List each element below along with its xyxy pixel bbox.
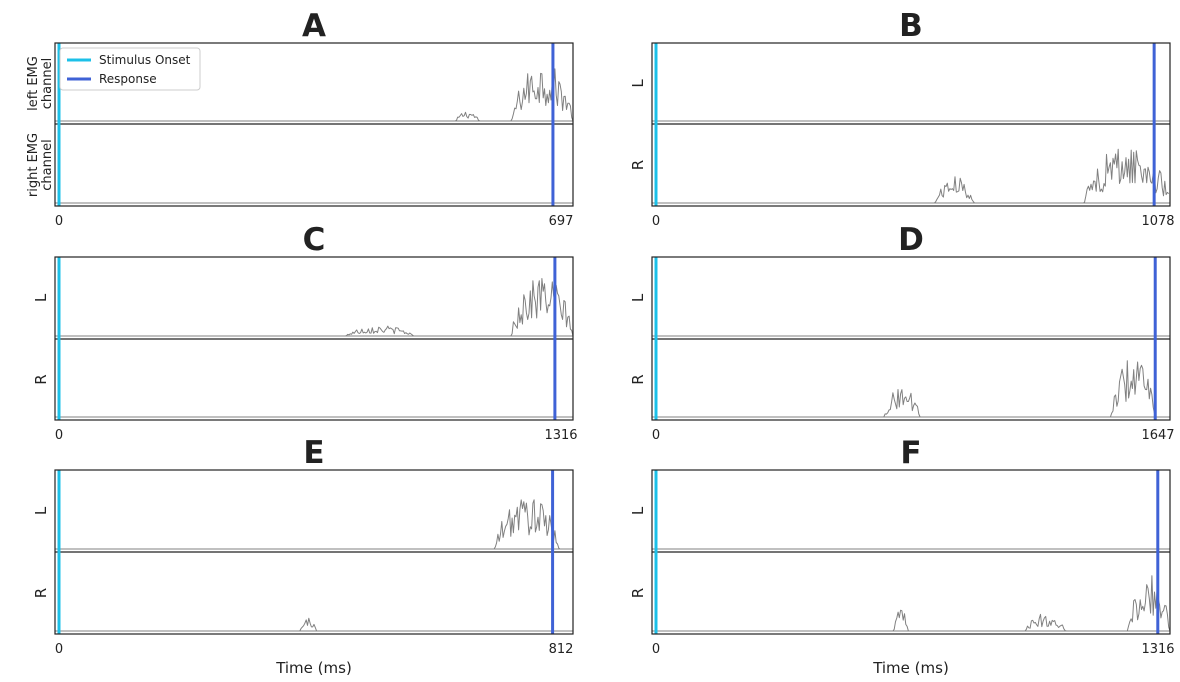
channel-label-line: R bbox=[629, 588, 647, 598]
panel-letter: B bbox=[899, 8, 923, 44]
panel-e: E L R 0 812 bbox=[32, 435, 574, 657]
emg-trace bbox=[55, 499, 573, 550]
x-tick-label: 0 bbox=[652, 642, 660, 657]
channel-label: R bbox=[32, 374, 50, 384]
channel-label: R bbox=[629, 588, 647, 598]
channel-label-line: R bbox=[629, 160, 647, 170]
panel-letter: C bbox=[303, 222, 326, 258]
channel-label: L bbox=[629, 293, 647, 302]
panel-letter: A bbox=[302, 8, 326, 44]
channel-label: L bbox=[629, 506, 647, 515]
x-tick-label: 1316 bbox=[544, 428, 577, 443]
x-tick-label: 1078 bbox=[1141, 214, 1174, 229]
channel-label-line: channel bbox=[40, 58, 55, 109]
emg-trace bbox=[55, 68, 574, 122]
x-tick-label: 0 bbox=[55, 214, 63, 229]
x-tick-label: 1316 bbox=[1141, 642, 1174, 657]
emg-trace bbox=[652, 360, 1169, 418]
channel-label: L bbox=[32, 506, 50, 515]
panel-frame bbox=[651, 42, 1171, 207]
panel-c: C L R 0 1316 bbox=[32, 222, 578, 443]
channel-label-line: L bbox=[629, 293, 647, 302]
panel-frame bbox=[651, 256, 1171, 421]
channel-label-line: L bbox=[629, 79, 647, 88]
channel-label: R bbox=[629, 374, 647, 384]
legend-label: Stimulus Onset bbox=[99, 53, 191, 67]
x-axis-label: Time (ms) bbox=[872, 659, 949, 677]
channel-label: R bbox=[629, 160, 647, 170]
x-tick-label: 0 bbox=[652, 214, 660, 229]
channel-label-line: L bbox=[32, 506, 50, 515]
x-tick-label: 1647 bbox=[1141, 428, 1174, 443]
panel-letter: E bbox=[303, 435, 324, 471]
emg-trace bbox=[55, 617, 573, 632]
panel-frame bbox=[54, 42, 574, 207]
panel-frame bbox=[651, 469, 1171, 635]
channel-label-line: R bbox=[32, 588, 50, 598]
channel-label-line: right EMG bbox=[26, 133, 41, 197]
channel-label-line: channel bbox=[40, 139, 55, 190]
channel-label-line: L bbox=[629, 506, 647, 515]
channel-label: right EMGchannel bbox=[26, 133, 55, 197]
x-axis-label: Time (ms) bbox=[275, 659, 352, 677]
channel-label-line: R bbox=[629, 374, 647, 384]
channel-label-line: left EMG bbox=[26, 56, 41, 111]
channel-label-line: L bbox=[32, 293, 50, 302]
panel-frame bbox=[54, 469, 574, 635]
channel-label: L bbox=[629, 79, 647, 88]
panel-d: D L R 0 1647 bbox=[629, 222, 1175, 443]
channel-label: L bbox=[32, 293, 50, 302]
panel-letter: D bbox=[898, 222, 924, 258]
panel-f: F L R 0 1316 bbox=[629, 435, 1175, 657]
channel-label: R bbox=[32, 588, 50, 598]
x-tick-label: 812 bbox=[549, 642, 574, 657]
x-tick-label: 0 bbox=[55, 428, 63, 443]
panel-letter: F bbox=[900, 435, 921, 471]
emg-trace bbox=[652, 148, 1170, 204]
emg-trace bbox=[652, 575, 1171, 632]
legend-label: Response bbox=[99, 72, 157, 86]
x-tick-label: 0 bbox=[55, 642, 63, 657]
channel-label-line: R bbox=[32, 374, 50, 384]
x-tick-label: 0 bbox=[652, 428, 660, 443]
panel-b: B L R 0 1078 bbox=[629, 8, 1175, 229]
legend-box bbox=[59, 47, 201, 91]
emg-trace bbox=[55, 278, 574, 337]
panel-frame bbox=[54, 256, 574, 421]
legend: Stimulus Onset Response bbox=[59, 47, 201, 91]
channel-label: left EMGchannel bbox=[26, 56, 55, 111]
x-tick-label: 697 bbox=[549, 214, 574, 229]
